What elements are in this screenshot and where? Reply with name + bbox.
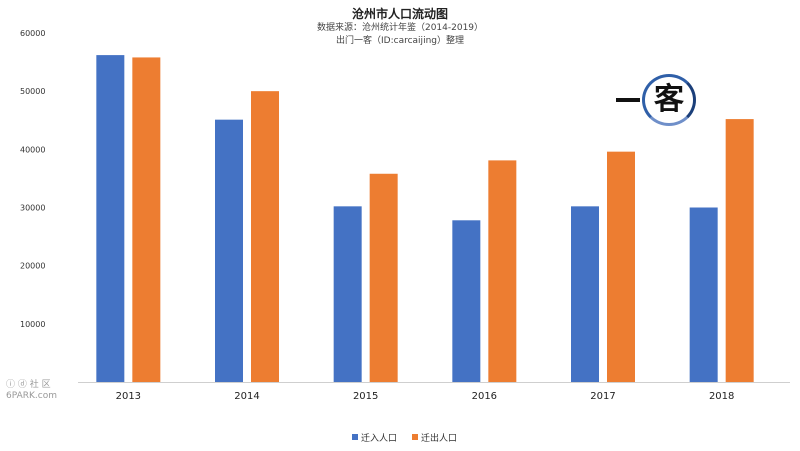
legend-label: 迁入人口	[361, 433, 397, 444]
y-tick-label: 50000	[20, 87, 45, 96]
brand-logo: 客	[612, 72, 702, 132]
site-watermark: ⓘ ⓓ 社 区 6PARK.com	[6, 380, 57, 402]
bar-outflow-2013	[132, 57, 161, 383]
watermark-line-1: ⓘ ⓓ 社 区	[6, 380, 51, 390]
chart-subtitle-author: 出门一客（ID:carcaijing）整理	[336, 36, 464, 46]
legend-swatch	[352, 434, 358, 440]
x-tick-label: 2016	[472, 391, 497, 402]
bar-inflow-2018	[689, 207, 718, 382]
chart-title-block: 沧州市人口流动图 数据来源：沧州统计年鉴（2014-2019） 出门一客（ID:…	[0, 6, 800, 48]
legend-swatch	[412, 434, 418, 440]
y-tick-label: 60000	[20, 29, 45, 38]
logo-character: 客	[654, 82, 684, 117]
bar-outflow-2016	[488, 160, 517, 382]
bar-outflow-2014	[251, 91, 279, 383]
x-tick-label: 2015	[353, 391, 378, 402]
bar-inflow-2014	[215, 119, 243, 382]
bar-inflow-2016	[452, 220, 481, 382]
x-tick-label: 2017	[590, 391, 615, 402]
y-tick-label: 10000	[20, 320, 45, 329]
bar-outflow-2017	[607, 151, 635, 382]
x-tick-label: 2018	[709, 391, 734, 402]
y-tick-label: 30000	[20, 204, 45, 213]
legend-label: 迁出人口	[421, 432, 457, 444]
watermark-line-2: 6PARK.com	[6, 391, 57, 401]
y-tick-label: 40000	[20, 145, 45, 154]
x-tick-label: 2014	[234, 391, 259, 402]
logo-ring	[642, 74, 696, 126]
chart-subtitle-source: 数据来源：沧州统计年鉴（2014-2019）	[316, 23, 484, 33]
y-tick-label: 20000	[20, 262, 45, 271]
bar-inflow-2015	[333, 206, 362, 382]
bar-outflow-2015	[369, 173, 398, 382]
logo-dash	[616, 98, 640, 102]
x-tick-label: 2013	[116, 391, 141, 402]
bar-inflow-2017	[571, 206, 599, 382]
bar-outflow-2018	[725, 119, 754, 382]
bar-inflow-2013	[96, 55, 125, 382]
chart-title: 沧州市人口流动图	[351, 7, 448, 21]
